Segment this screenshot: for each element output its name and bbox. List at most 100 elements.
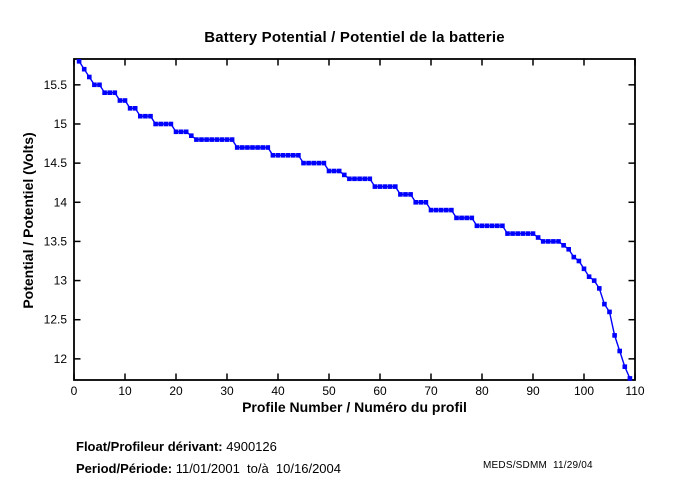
- data-point-marker: [444, 207, 449, 213]
- data-point-marker: [122, 98, 128, 103]
- data-point-marker: [331, 168, 337, 174]
- x-tick-label: 50: [322, 384, 336, 398]
- period-line: Period/Période: 11/01/2001 to/à 10/16/20…: [76, 461, 341, 476]
- data-point-marker: [270, 153, 276, 158]
- data-point-marker: [214, 137, 220, 142]
- data-point-marker: [132, 106, 138, 111]
- y-tick-label: 14: [54, 195, 68, 209]
- y-tick-label: 14.5: [44, 156, 68, 170]
- data-point-marker: [224, 137, 230, 142]
- data-point-marker: [219, 137, 225, 142]
- data-point-marker: [449, 207, 454, 213]
- data-point-marker: [591, 278, 597, 283]
- data-point-marker: [464, 215, 469, 221]
- data-point-marker: [617, 348, 622, 354]
- data-point-marker: [581, 266, 587, 272]
- data-point-marker: [138, 113, 143, 119]
- data-point-marker: [540, 239, 546, 244]
- data-point-marker: [265, 145, 271, 150]
- data-point-marker: [372, 184, 378, 189]
- y-tick-label: 12: [54, 352, 68, 366]
- x-tick-label: 30: [220, 384, 234, 398]
- data-point-marker: [173, 129, 179, 135]
- data-point-marker: [500, 223, 505, 229]
- data-point-marker: [367, 176, 373, 182]
- data-point-marker: [296, 153, 301, 158]
- data-point-marker: [597, 286, 602, 291]
- x-tick-label: 0: [71, 384, 78, 398]
- data-markers: [76, 59, 633, 381]
- data-point-marker: [342, 172, 347, 178]
- data-point-marker: [484, 223, 490, 229]
- x-tick-label: 70: [424, 384, 438, 398]
- data-point-marker: [301, 160, 306, 166]
- data-point-marker: [576, 258, 582, 264]
- y-tick-label: 13.5: [44, 234, 68, 248]
- data-point-marker: [117, 98, 123, 103]
- data-point-marker: [520, 231, 526, 236]
- data-point-marker: [586, 274, 592, 279]
- data-point-marker: [87, 74, 92, 80]
- data-point-marker: [321, 160, 327, 166]
- data-point-marker: [285, 153, 291, 158]
- data-point-marker: [153, 121, 158, 127]
- data-point-marker: [607, 309, 612, 315]
- battery-potential-line: [78, 60, 631, 379]
- data-point-marker: [454, 215, 459, 221]
- data-point-marker: [306, 160, 311, 166]
- y-tick-label: 15: [54, 117, 68, 131]
- data-point-marker: [92, 82, 97, 88]
- data-point-marker: [382, 184, 388, 189]
- x-tick-label: 110: [625, 384, 644, 398]
- data-point-marker: [433, 207, 439, 213]
- data-point-marker: [311, 160, 316, 166]
- data-point-marker: [408, 192, 413, 197]
- chart-title: Battery Potential / Potentiel de la batt…: [204, 29, 505, 46]
- data-point-marker: [255, 145, 260, 150]
- data-point-marker: [556, 239, 561, 244]
- data-point-marker: [438, 207, 444, 213]
- data-point-marker: [403, 192, 408, 197]
- period-value: 11/01/2001 to/à 10/16/2004: [175, 461, 341, 476]
- data-point-marker: [479, 223, 485, 229]
- data-point-marker: [362, 176, 367, 182]
- data-point-marker: [199, 137, 204, 142]
- y-tick-label: 12.5: [44, 313, 68, 327]
- data-point-marker: [102, 90, 107, 95]
- data-point-marker: [204, 137, 209, 142]
- float-label: Float/Profileur dérivant:: [76, 439, 223, 454]
- data-point-marker: [387, 184, 393, 189]
- x-tick-label: 100: [574, 384, 594, 398]
- x-tick-label: 80: [475, 384, 489, 398]
- axes-frame: [73, 58, 636, 381]
- data-point-marker: [316, 160, 322, 166]
- data-point-marker: [240, 145, 245, 150]
- data-point-marker: [546, 239, 551, 244]
- data-point-marker: [209, 137, 214, 142]
- data-point-marker: [622, 364, 628, 369]
- data-point-marker: [393, 184, 398, 189]
- data-point-marker: [326, 168, 332, 174]
- data-point-marker: [97, 82, 102, 88]
- data-point-marker: [377, 184, 383, 189]
- data-point-marker: [413, 200, 418, 205]
- data-point-marker: [163, 121, 169, 127]
- data-point-marker: [143, 113, 148, 119]
- data-point-marker: [352, 176, 357, 182]
- data-point-marker: [127, 106, 133, 111]
- data-point-marker: [291, 153, 296, 158]
- y-tick-label: 13: [54, 274, 68, 288]
- data-point-marker: [189, 133, 194, 138]
- data-point-marker: [81, 66, 87, 72]
- data-point-marker: [347, 176, 352, 182]
- data-point-marker: [250, 145, 255, 150]
- y-axis-ticks: 12 12.5 13 13.5 14 14.5 15 15.5: [44, 78, 635, 366]
- data-point-marker: [357, 176, 362, 182]
- data-point-marker: [469, 215, 475, 221]
- data-point-marker: [229, 137, 235, 142]
- data-point-marker: [194, 137, 199, 142]
- data-point-marker: [336, 168, 342, 174]
- data-point-marker: [530, 231, 536, 236]
